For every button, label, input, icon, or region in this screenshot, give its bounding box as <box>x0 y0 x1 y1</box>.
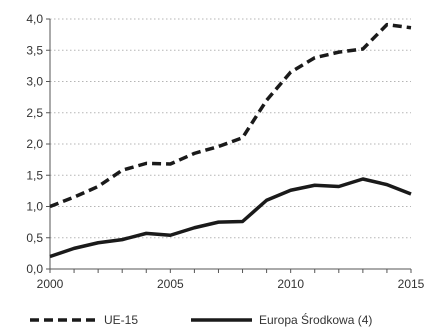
x-axis-ticks: 2000 2005 2010 2015 <box>37 269 425 291</box>
y-tick-label: 0,0 <box>26 262 43 276</box>
x-tick-label: 2015 <box>398 277 425 291</box>
y-tick-label: 3,5 <box>26 43 43 57</box>
series-line-1 <box>50 179 411 257</box>
gridlines <box>50 19 411 238</box>
legend: UE-15 Europa Środkowa (4) <box>30 312 372 327</box>
y-tick-label: 3,0 <box>26 75 43 89</box>
y-tick-label: 2,5 <box>26 106 43 120</box>
y-tick-label: 4,0 <box>26 12 43 26</box>
y-tick-label: 2,0 <box>26 137 43 151</box>
legend-label-1: Europa Środkowa (4) <box>259 312 372 327</box>
x-tick-label: 2000 <box>37 277 64 291</box>
y-axis-ticks: 0,0 0,5 1,0 1,5 2,0 2,5 3,0 3,5 4,0 <box>26 12 50 276</box>
x-tick-label: 2005 <box>157 277 184 291</box>
y-tick-label: 1,5 <box>26 168 43 182</box>
legend-label-0: UE-15 <box>104 313 138 327</box>
x-tick-label: 2010 <box>277 277 304 291</box>
y-tick-label: 1,0 <box>26 200 43 214</box>
y-tick-label: 0,5 <box>26 231 43 245</box>
series-lines <box>50 25 411 257</box>
